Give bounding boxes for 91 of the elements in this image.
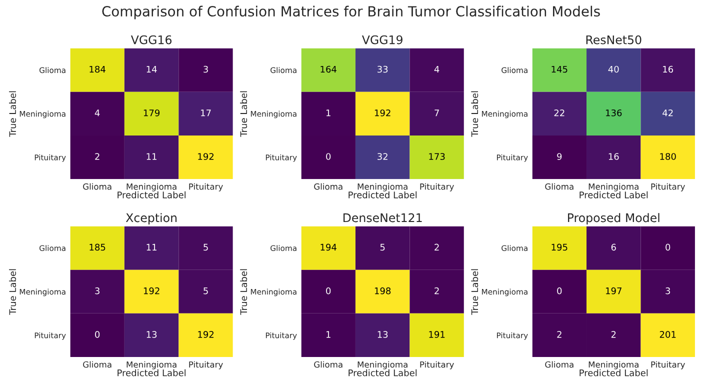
- data-label: 3: [204, 66, 208, 73]
- data-label: 2: [557, 331, 562, 338]
- x-tick-label: Meningioma: [588, 361, 638, 370]
- chart-title: ResNet50: [586, 35, 642, 44]
- data-label: 33: [378, 66, 388, 73]
- data-label: 22: [554, 109, 564, 116]
- x-tick-label: Meningioma: [588, 183, 638, 192]
- data-label: 17: [201, 110, 211, 116]
- x-axis-title: Predicted Label: [118, 369, 186, 376]
- data-label: 1: [326, 110, 330, 116]
- x-tick-label: Meningioma: [126, 361, 176, 370]
- x-tick-label: Glioma: [314, 361, 342, 368]
- data-label: 2: [434, 287, 439, 294]
- data-label: 3: [666, 287, 670, 294]
- data-label: 16: [663, 66, 674, 73]
- data-label: 6: [611, 244, 616, 251]
- y-axis-title: True Label: [471, 91, 478, 137]
- data-label: 0: [666, 244, 670, 251]
- data-label: 0: [326, 287, 331, 294]
- y-axis-title: True Label: [471, 269, 478, 315]
- data-label: 0: [557, 287, 562, 294]
- x-tick-label: Pituitary: [651, 361, 685, 370]
- data-label: 192: [374, 109, 390, 116]
- data-label: 2: [434, 244, 439, 250]
- x-tick-label: Glioma: [545, 183, 574, 190]
- x-tick-label: Glioma: [314, 183, 342, 190]
- data-label: 11: [146, 244, 156, 250]
- x-tick-label: Pituitary: [189, 361, 223, 370]
- x-tick-label: Glioma: [83, 183, 112, 190]
- data-label: 4: [434, 66, 440, 73]
- data-label: 195: [552, 244, 568, 251]
- data-label: 13: [146, 331, 157, 338]
- chart-title: VGG16: [130, 35, 172, 44]
- data-label: 7: [434, 110, 439, 116]
- data-label: 32: [378, 153, 388, 160]
- chart-title: Proposed Model: [568, 213, 660, 224]
- data-label: 14: [146, 66, 157, 73]
- y-axis-title: True Label: [240, 91, 248, 137]
- text: Comparison of Confusion Matrices for Brain Tumor Classification Models: [102, 6, 600, 20]
- data-label: 11: [146, 153, 156, 160]
- data-label: 4: [94, 110, 100, 116]
- data-label: 0: [326, 153, 331, 160]
- chart-title: Xception: [126, 213, 177, 224]
- data-label: 179: [144, 109, 160, 116]
- data-label: 5: [380, 244, 385, 251]
- data-label: 5: [204, 244, 208, 251]
- chart-title: DenseNet121: [343, 213, 422, 222]
- data-label: 191: [429, 331, 445, 338]
- data-label: 184: [90, 66, 106, 73]
- x-tick-label: Pituitary: [420, 183, 454, 192]
- x-axis-title: Predicted Label: [348, 191, 417, 198]
- data-label: 42: [662, 109, 673, 116]
- data-label: 13: [378, 331, 388, 338]
- data-label: 9: [557, 153, 562, 160]
- x-tick-label: Pituitary: [420, 361, 454, 370]
- x-tick-label: Pituitary: [651, 183, 685, 192]
- x-axis-title: Predicted Label: [118, 191, 186, 198]
- y-axis-title: True Label: [240, 269, 248, 315]
- data-label: 198: [374, 287, 391, 294]
- data-label: 1: [326, 331, 330, 338]
- data-label: 201: [660, 331, 676, 338]
- y-axis-title: True Label: [9, 269, 16, 315]
- data-label: 194: [320, 244, 336, 251]
- data-label: 197: [606, 287, 622, 294]
- x-tick-label: Glioma: [83, 361, 112, 368]
- data-label: 2: [611, 331, 616, 338]
- x-tick-label: Glioma: [545, 361, 574, 368]
- x-tick-label: Meningioma: [358, 183, 408, 192]
- x-axis-title: Predicted Label: [348, 369, 417, 376]
- x-tick-label: Pituitary: [189, 183, 223, 192]
- data-label: 3: [95, 287, 100, 294]
- data-label: 136: [606, 109, 622, 116]
- data-label: 192: [198, 153, 214, 160]
- x-tick-label: Meningioma: [358, 361, 408, 370]
- chart-title: VGG19: [362, 35, 402, 44]
- data-label: 16: [608, 153, 619, 160]
- data-label: 192: [198, 331, 214, 338]
- data-label: 185: [90, 244, 106, 251]
- data-label: 145: [552, 66, 568, 73]
- data-label: 192: [144, 287, 160, 294]
- x-axis-title: Predicted Label: [580, 369, 648, 376]
- data-label: 164: [320, 66, 336, 73]
- x-axis-title: Predicted Label: [580, 191, 648, 198]
- data-label: 2: [95, 153, 100, 160]
- data-label: 180: [660, 153, 676, 160]
- data-label: 0: [95, 331, 100, 338]
- data-label: 40: [608, 66, 619, 73]
- data-label: 173: [429, 153, 445, 160]
- y-axis-title: True Label: [9, 91, 16, 137]
- data-label: 5: [204, 288, 208, 294]
- x-tick-label: Meningioma: [126, 183, 176, 192]
